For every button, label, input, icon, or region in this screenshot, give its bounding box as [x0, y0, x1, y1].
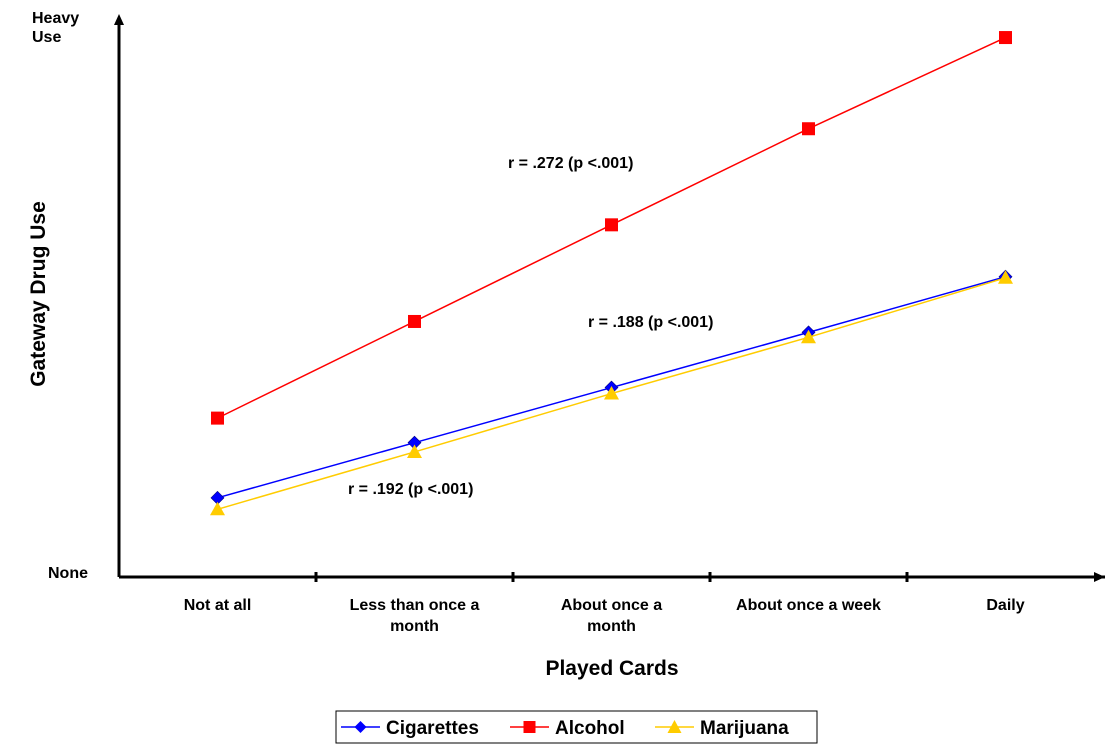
y-top-label-line-2: Use: [32, 29, 61, 46]
point-alcohol-3: [605, 218, 618, 231]
x-tick-label-line: month: [587, 618, 636, 635]
y-axis-title: Gateway Drug Use: [27, 201, 50, 387]
x-tick-label-about-once-a-month: About once a month: [561, 597, 662, 635]
x-tick-label-daily: Daily: [986, 597, 1024, 614]
x-tick-label-line: month: [390, 618, 439, 635]
y-bottom-label: None: [48, 565, 88, 582]
x-axis-title: Played Cards: [545, 657, 678, 680]
x-tick-label-line: Less than once a: [350, 597, 480, 614]
legend-label-alcohol: Alcohol: [555, 718, 625, 739]
legend: Cigarettes Alcohol Marijuana: [336, 711, 817, 743]
series-alcohol: [211, 31, 1012, 425]
x-tick-label-less-than-once-a-month: Less than once a month: [350, 597, 480, 635]
legend-marker-alcohol: [524, 721, 536, 733]
legend-label-marijuana: Marijuana: [700, 718, 789, 739]
x-axis-arrow: [1094, 572, 1105, 582]
legend-label-cigarettes: Cigarettes: [386, 718, 479, 739]
x-tick-label-about-once-a-week: About once a week: [736, 597, 881, 614]
point-alcohol-2: [408, 315, 421, 328]
annotation-cigarettes: r = .188 (p <.001): [588, 314, 713, 331]
point-alcohol-5: [999, 31, 1012, 44]
point-alcohol-1: [211, 412, 224, 425]
y-top-label-line-1: Heavy: [32, 10, 79, 27]
x-tick-label-not-at-all: Not at all: [184, 597, 252, 614]
y-top-label: Heavy Use: [32, 10, 84, 46]
series-marijuana: [210, 270, 1013, 515]
x-tick-label-line: Daily: [986, 597, 1024, 614]
point-marijuana-2: [407, 444, 422, 458]
point-alcohol-4: [802, 122, 815, 135]
annotation-alcohol: r = .272 (p <.001): [508, 155, 633, 172]
y-axis-arrow: [114, 14, 124, 25]
annotation-marijuana: r = .192 (p <.001): [348, 481, 473, 498]
x-tick-label-line: About once a: [561, 597, 662, 614]
series-layer: [210, 31, 1013, 515]
x-tick-label-line: Not at all: [184, 597, 252, 614]
x-tick-label-line: About once a week: [736, 597, 881, 614]
